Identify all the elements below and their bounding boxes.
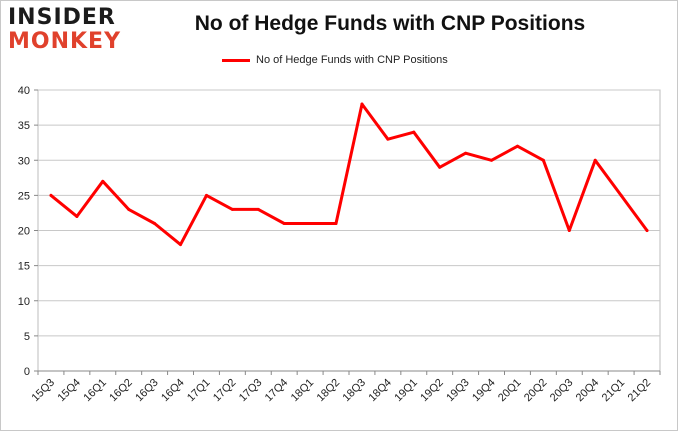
x-tick-label: 15Q3	[30, 377, 58, 405]
x-tick-label: 17Q1	[185, 377, 213, 405]
x-tick-label: 19Q4	[470, 377, 498, 405]
x-tick-label: 18Q4	[366, 377, 394, 405]
y-tick-label: 25	[18, 190, 30, 202]
series-line	[49, 102, 649, 247]
x-tick-label: 21Q1	[600, 377, 628, 405]
chart-legend: No of Hedge Funds with CNP Positions	[222, 51, 448, 69]
x-tick-label: 19Q3	[444, 377, 472, 405]
data-point	[490, 158, 494, 162]
x-tick-label: 17Q4	[263, 377, 291, 405]
data-point	[308, 221, 312, 225]
chart-title: No of Hedge Funds with CNP Positions	[194, 12, 586, 35]
y-tick-label: 35	[18, 120, 30, 132]
y-tick-label: 20	[18, 226, 30, 238]
data-point	[438, 165, 442, 169]
data-point	[541, 158, 545, 162]
x-tick-label: 20Q1	[496, 377, 524, 405]
y-tick-label: 0	[24, 366, 30, 378]
y-tick-label: 10	[18, 296, 30, 308]
x-tick-label: 21Q2	[626, 377, 654, 405]
insider-monkey-logo: INSIDER MONKEY	[8, 6, 130, 56]
y-tick-label: 30	[18, 155, 30, 167]
x-tick-label: 16Q4	[159, 377, 187, 405]
y-tick-label: 5	[24, 331, 30, 343]
data-point	[49, 193, 53, 197]
data-point	[127, 207, 131, 211]
x-tick-label: 18Q2	[315, 377, 343, 405]
data-point	[256, 207, 260, 211]
data-point	[360, 102, 364, 106]
data-point	[464, 151, 468, 155]
data-point	[386, 137, 390, 141]
y-tick-label: 40	[18, 85, 30, 97]
x-tick-label: 20Q2	[522, 377, 550, 405]
x-tick-label: 18Q1	[289, 377, 317, 405]
data-point	[204, 193, 208, 197]
data-point	[593, 158, 597, 162]
x-tick-label: 20Q4	[574, 377, 602, 405]
x-tick-label: 19Q2	[418, 377, 446, 405]
data-point	[515, 144, 519, 148]
x-tick-label: 17Q3	[237, 377, 265, 405]
x-tick-label: 18Q3	[341, 377, 369, 405]
legend-swatch	[222, 58, 250, 62]
legend-label: No of Hedge Funds with CNP Positions	[256, 54, 448, 66]
x-tick-label: 17Q2	[211, 377, 239, 405]
logo-bottom-text: MONKEY	[8, 29, 122, 54]
x-tick-label: 16Q2	[107, 377, 135, 405]
data-point	[179, 243, 183, 247]
data-point	[412, 130, 416, 134]
data-point	[567, 229, 571, 232]
data-point	[645, 229, 649, 232]
logo-top-text: INSIDER	[8, 5, 116, 30]
data-point	[153, 221, 157, 225]
data-point	[282, 221, 286, 225]
data-point	[619, 193, 623, 197]
data-point	[75, 214, 79, 218]
data-point	[334, 221, 338, 225]
x-tick-label: 20Q3	[548, 377, 576, 405]
x-tick-label: 19Q1	[392, 377, 420, 405]
x-tick-label: 16Q1	[81, 377, 109, 405]
data-point	[101, 179, 105, 183]
data-point	[230, 207, 234, 211]
x-tick-label: 15Q4	[55, 377, 83, 405]
y-tick-label: 15	[18, 261, 30, 273]
x-tick-label: 16Q3	[133, 377, 161, 405]
